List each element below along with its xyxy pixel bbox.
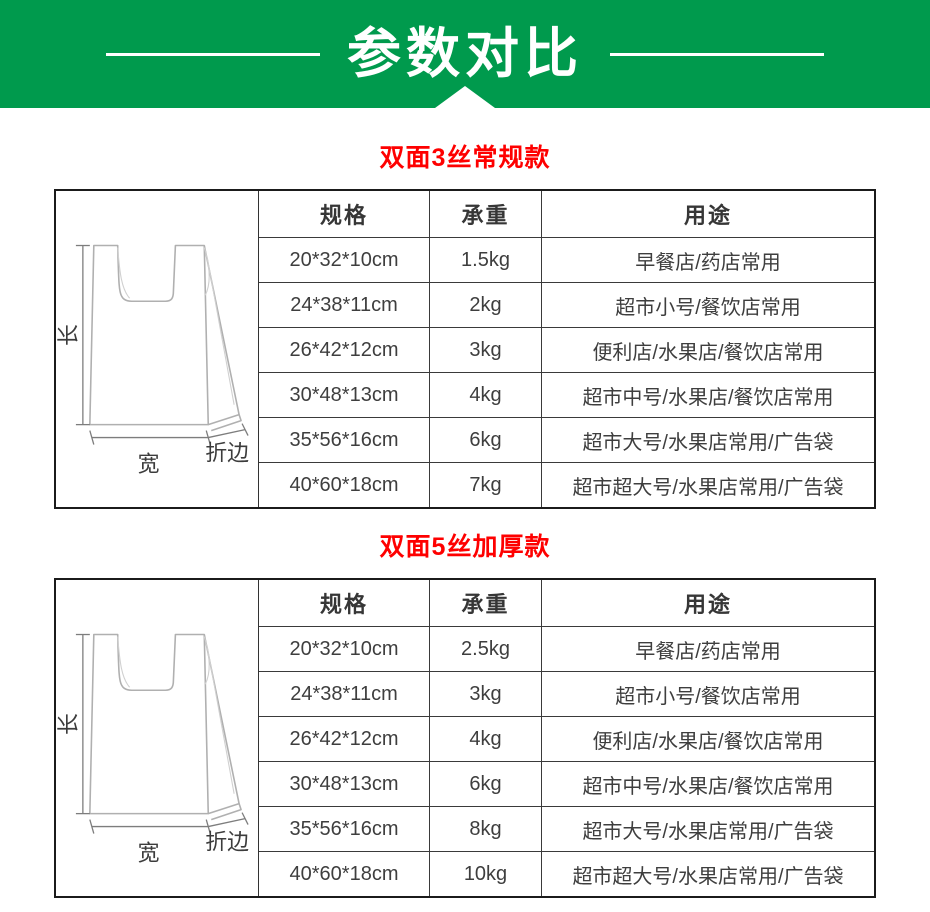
col-header-capacity: 承重 — [429, 580, 541, 626]
usage-cell: 超市超大号/水果店常用/广告袋 — [541, 851, 874, 896]
bag-diagram: 长 宽 折边 — [56, 244, 249, 476]
page-title: 参数对比 — [347, 24, 583, 84]
length-label: 长 — [56, 713, 81, 735]
spec-table-regular: 长 宽 折边 规格 承重 用途 20*32*10cm 1.5kg 早餐店/药店常… — [54, 189, 876, 509]
capacity-cell: 4kg — [429, 716, 541, 761]
spec-cell: 24*38*11cm — [259, 282, 429, 327]
spec-cell: 35*56*16cm — [259, 417, 429, 462]
usage-cell: 超市超大号/水果店常用/广告袋 — [541, 462, 874, 507]
spec-cell: 35*56*16cm — [259, 806, 429, 851]
usage-cell: 便利店/水果店/餐饮店常用 — [541, 716, 874, 761]
spec-cell: 20*32*10cm — [259, 626, 429, 671]
usage-cell: 超市中号/水果店/餐饮店常用 — [541, 761, 874, 806]
spec-cell: 40*60*18cm — [259, 851, 429, 896]
capacity-cell: 3kg — [429, 327, 541, 372]
banner: 参数对比 — [0, 0, 930, 108]
fold-label: 折边 — [205, 829, 249, 854]
banner-line-left — [106, 52, 320, 56]
dimension-lines — [75, 244, 249, 445]
col-header-usage: 用途 — [541, 580, 874, 626]
capacity-cell: 4kg — [429, 372, 541, 417]
usage-cell: 便利店/水果店/餐饮店常用 — [541, 327, 874, 372]
bag-outline — [89, 244, 242, 432]
bag-diagram-cell: 长 宽 折边 — [56, 580, 259, 896]
banner-notch-triangle — [435, 86, 495, 108]
capacity-cell: 8kg — [429, 806, 541, 851]
col-header-capacity: 承重 — [429, 191, 541, 237]
bag-fold-lines — [117, 247, 235, 405]
fold-label: 折边 — [205, 440, 249, 465]
capacity-cell: 6kg — [429, 761, 541, 806]
capacity-cell: 2.5kg — [429, 626, 541, 671]
section-heading-regular: 双面3丝常规款 — [379, 144, 551, 172]
col-header-usage: 用途 — [541, 191, 874, 237]
spec-cell: 30*48*13cm — [259, 761, 429, 806]
width-label: 宽 — [138, 840, 160, 865]
usage-cell: 超市中号/水果店/餐饮店常用 — [541, 372, 874, 417]
usage-cell: 超市小号/餐饮店常用 — [541, 282, 874, 327]
col-header-spec: 规格 — [319, 592, 368, 617]
dimension-lines — [75, 633, 249, 834]
capacity-cell: 7kg — [429, 462, 541, 507]
usage-cell: 超市小号/餐饮店常用 — [541, 671, 874, 716]
banner-line-right — [610, 52, 824, 56]
bag-outline — [89, 633, 242, 821]
bag-diagram-cell: 长 宽 折边 — [56, 191, 259, 507]
spec-cell: 26*42*12cm — [259, 716, 429, 761]
capacity-cell: 2kg — [429, 282, 541, 327]
spec-cell: 40*60*18cm — [259, 462, 429, 507]
spec-cell: 30*48*13cm — [259, 372, 429, 417]
spec-cell: 24*38*11cm — [259, 671, 429, 716]
bag-diagram: 长 宽 折边 — [56, 633, 249, 865]
bag-fold-lines — [117, 636, 235, 794]
capacity-cell: 6kg — [429, 417, 541, 462]
usage-cell: 早餐店/药店常用 — [541, 626, 874, 671]
usage-cell: 早餐店/药店常用 — [541, 237, 874, 282]
capacity-cell: 3kg — [429, 671, 541, 716]
capacity-cell: 10kg — [429, 851, 541, 896]
usage-cell: 超市大号/水果店常用/广告袋 — [541, 806, 874, 851]
length-label: 长 — [56, 324, 81, 346]
section-heading-thick: 双面5丝加厚款 — [379, 533, 551, 561]
col-header-spec: 规格 — [319, 203, 368, 228]
spec-table-thick: 长 宽 折边 规格 承重 用途 20*32*10cm 2.5kg 早餐店/药店常… — [54, 578, 876, 898]
width-label: 宽 — [138, 451, 160, 476]
spec-cell: 26*42*12cm — [259, 327, 429, 372]
usage-cell: 超市大号/水果店常用/广告袋 — [541, 417, 874, 462]
spec-cell: 20*32*10cm — [259, 237, 429, 282]
capacity-cell: 1.5kg — [429, 237, 541, 282]
